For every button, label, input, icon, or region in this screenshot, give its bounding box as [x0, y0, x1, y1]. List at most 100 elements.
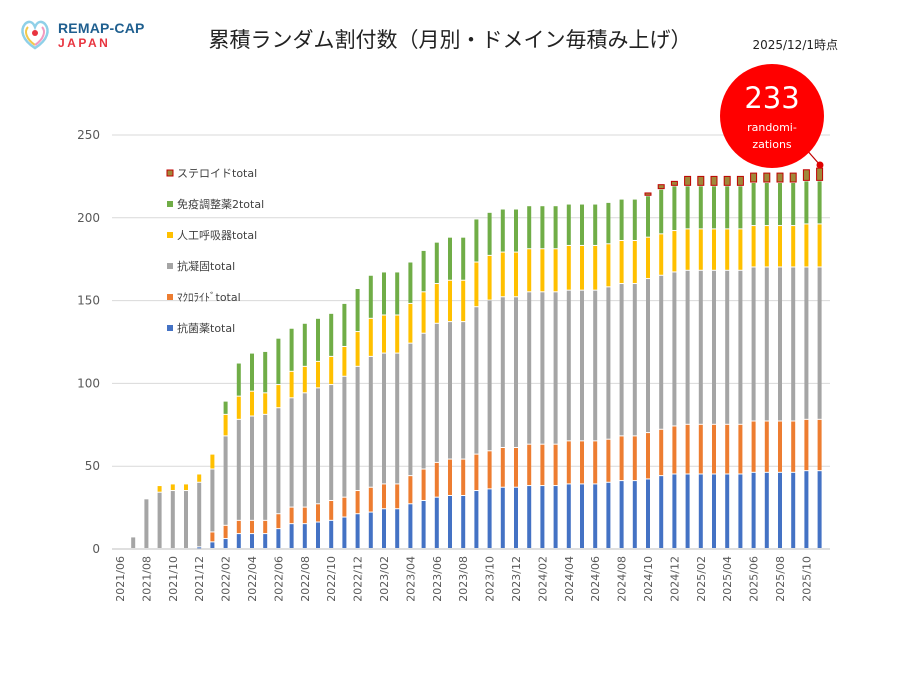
- bar-segment: [540, 249, 545, 292]
- bar-segment: [553, 249, 558, 292]
- bar-segment: [316, 361, 320, 388]
- bar-segment: [474, 262, 479, 307]
- annotation-line2: zations: [752, 138, 792, 151]
- bar-segment: [500, 209, 505, 252]
- bar-segment: [316, 318, 320, 361]
- bar-segment: [223, 436, 228, 525]
- legend-label: 人工呼吸器total: [177, 229, 257, 242]
- bar-segment: [698, 474, 703, 548]
- bar-segment: [236, 363, 241, 396]
- x-tick-label: 2022/10: [325, 556, 338, 602]
- x-tick-label: 2024/12: [668, 556, 681, 602]
- bar-segment: [421, 292, 426, 333]
- bar-segment: [540, 292, 545, 444]
- bar-segment: [802, 169, 810, 181]
- x-axis-ticks: 2021/06 2021/08 2021/10 2021/12 2022/02 2022/…: [114, 556, 813, 602]
- bar-segment: [712, 270, 716, 424]
- bar-segment: [776, 172, 784, 183]
- bar-segment: [738, 186, 743, 229]
- bar-segment: [395, 484, 400, 509]
- legend-label: 抗凝固total: [177, 259, 235, 273]
- bar-segment: [236, 419, 241, 520]
- bar-segment: [817, 267, 822, 419]
- bar-segment: [448, 237, 452, 280]
- bar-segment: [210, 532, 215, 542]
- legend-label: ステロイドtotal: [177, 167, 257, 180]
- bar-segment: [434, 284, 439, 323]
- bar-segment: [355, 289, 360, 332]
- bar-segment: [157, 492, 162, 548]
- bar-segment: [632, 481, 637, 548]
- legend-label: ﾏｸﾛﾗｲﾄﾞtotal: [177, 291, 241, 304]
- page-title: 累積ランダム割付数（月別・ドメイン毎積み上げ）: [208, 28, 692, 52]
- bar-segment: [448, 280, 452, 322]
- bar-segment: [606, 482, 611, 548]
- bar-segment: [223, 525, 228, 539]
- bar-segment: [448, 496, 452, 548]
- bar-segment: [540, 486, 545, 548]
- bar-segment: [619, 284, 624, 436]
- bar-segment: [461, 237, 466, 280]
- legend-marker: [166, 169, 174, 177]
- bar-segment: [210, 454, 215, 469]
- bar-segment: [408, 303, 413, 343]
- bar-segment: [778, 183, 782, 226]
- bar-segment: [778, 421, 782, 472]
- legend-marker: [167, 325, 173, 331]
- x-tick-label: 2022/08: [299, 556, 312, 602]
- bar-segment: [514, 447, 518, 487]
- bar-segment: [263, 351, 268, 393]
- bar-segment: [368, 275, 373, 318]
- bar-segment: [210, 469, 215, 532]
- bar-segment: [263, 534, 268, 548]
- bar-segment: [434, 462, 439, 497]
- annotation-dot: [816, 161, 824, 169]
- bar-segment: [461, 496, 466, 548]
- logo-text-line1: REMAP-CAP: [58, 20, 145, 36]
- bar-segment: [514, 252, 518, 297]
- bar-segment: [789, 172, 797, 183]
- bar-segment: [764, 267, 769, 421]
- bar-segment: [368, 356, 373, 487]
- x-tick-label: 2023/06: [431, 556, 444, 602]
- bar-segment: [751, 472, 756, 548]
- bar-segment: [342, 497, 347, 517]
- logo-heart-icon: [21, 20, 49, 50]
- bar-segment: [698, 270, 703, 424]
- bar-segment: [276, 529, 281, 548]
- bar-segment: [170, 491, 175, 548]
- bar-segment: [764, 421, 769, 472]
- legend-marker: [167, 232, 173, 238]
- y-axis-ticks: 0 50 100 150 200 250: [77, 128, 100, 556]
- bar-segment: [646, 279, 650, 433]
- bar-segment: [223, 414, 228, 436]
- bar-segment: [791, 421, 796, 472]
- bar-segment: [619, 240, 624, 284]
- bar-segment: [527, 206, 532, 249]
- bar-segment: [791, 226, 796, 267]
- bar-segment: [593, 484, 598, 548]
- bar-segment: [527, 292, 532, 444]
- bar-segment: [566, 204, 571, 245]
- bar-segment: [514, 297, 518, 447]
- bar-segment: [619, 481, 624, 548]
- bar-segment: [632, 240, 637, 284]
- bar-segment: [250, 520, 254, 534]
- bar-segment: [289, 398, 294, 507]
- bar-segment: [593, 441, 598, 484]
- bar-segment: [606, 202, 611, 244]
- bar-segment: [329, 356, 334, 385]
- bar-segment: [791, 183, 796, 226]
- bar-segment: [791, 472, 796, 548]
- bar-segment: [382, 272, 386, 315]
- bar-segment: [368, 512, 373, 548]
- bar-segment: [632, 199, 637, 240]
- bar-segment: [738, 270, 743, 424]
- x-tick-label: 2023/12: [510, 556, 523, 602]
- bar-segment: [223, 401, 228, 414]
- bar-segment: [408, 343, 413, 476]
- x-tick-label: 2025/02: [695, 556, 708, 602]
- bar-segment: [566, 290, 571, 441]
- bar-segment: [131, 537, 136, 548]
